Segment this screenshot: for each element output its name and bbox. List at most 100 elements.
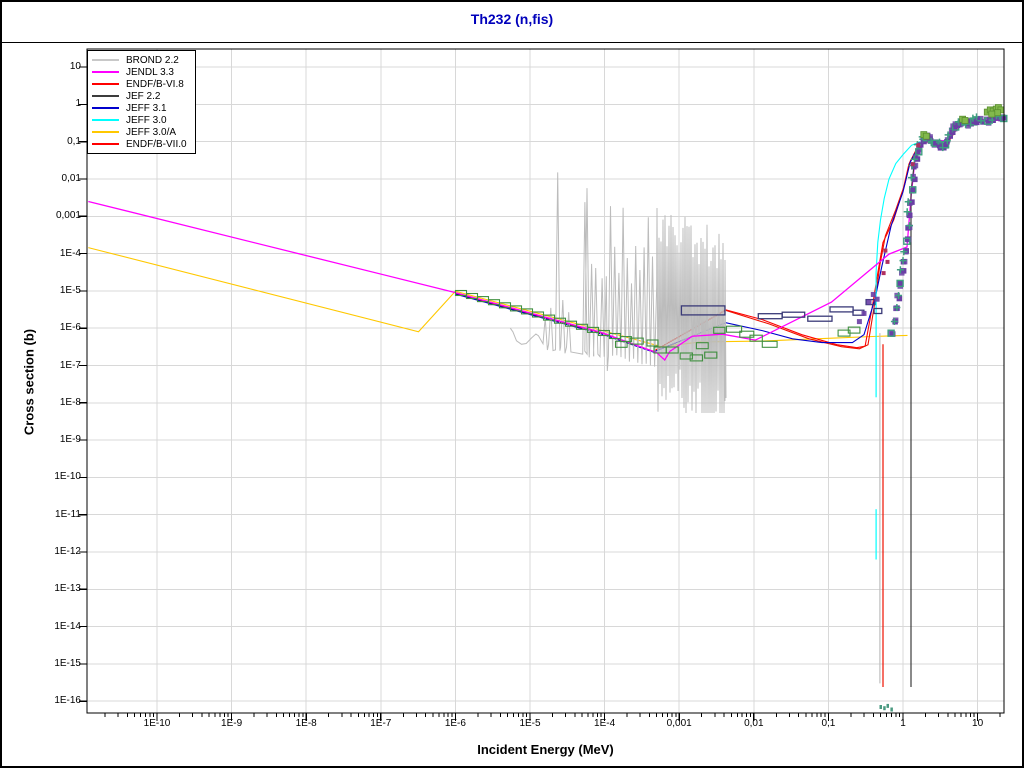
exp-purple-square [870, 292, 876, 297]
y-tick-label: 0,01 [61, 173, 81, 184]
x-tick-label: 10 [972, 718, 984, 729]
exp-purple-square [965, 123, 971, 129]
exp-navy-bar [807, 315, 833, 322]
exp-navy-bar [829, 306, 854, 313]
exp-green-box [725, 325, 743, 333]
legend-label: JEFF 3.0 [126, 114, 167, 126]
exp-purple-square [866, 299, 872, 305]
exp-purple-square [874, 296, 880, 302]
exp-teal-square [903, 237, 911, 245]
exp-purple-square [907, 200, 913, 206]
plot-border [86, 48, 1005, 714]
exp-purple-square [927, 134, 933, 140]
legend-swatch [92, 59, 119, 61]
exp-green-box [689, 354, 704, 362]
exp-purple-square [887, 330, 894, 336]
exp-green-box [520, 308, 534, 315]
legend-item-ENDF/B-VI.8: ENDF/B-VI.8 [92, 78, 187, 90]
exp-purple-square [893, 305, 899, 312]
legend-label: JENDL 3.3 [126, 66, 174, 78]
y-tick-label: 1E-10 [54, 471, 81, 483]
exp-purple-square [980, 119, 986, 125]
exp-teal-cross [943, 137, 951, 145]
exp-purple-square [899, 270, 905, 276]
exp-green-box [665, 346, 679, 354]
exp-purple-square [948, 127, 955, 133]
exp-green-box [465, 292, 479, 300]
exp-green-box [564, 320, 578, 327]
exp-navy-bar [781, 311, 806, 318]
exp-teal-cross [904, 198, 912, 206]
exp-teal-cross [890, 318, 898, 325]
y-tick-label: 1E-14 [54, 620, 81, 632]
legend-swatch [92, 119, 119, 121]
y-tick-label: 1E-11 [55, 508, 81, 520]
x-tick-label: 0,01 [744, 718, 764, 729]
exp-teal-cross [900, 248, 908, 256]
exp-speck [883, 706, 886, 711]
exp-green-box [761, 340, 778, 348]
legend-item-JEF 2.2: JEF 2.2 [92, 90, 187, 102]
y-tick-label: 10 [69, 61, 81, 73]
legend-swatch [92, 131, 119, 133]
x-axis-title: Incident Energy (MeV) [477, 742, 614, 757]
exp-green-box [679, 352, 693, 360]
x-tick-label: 1E-9 [221, 718, 243, 729]
exp-green-box [749, 334, 763, 342]
exp-green-box [646, 339, 659, 347]
legend-swatch [92, 95, 119, 97]
y-tick-label: 1E-5 [59, 284, 81, 296]
exp-green-box [542, 314, 556, 321]
exp-purple-square [909, 188, 915, 194]
x-tick-label: 1E-8 [295, 718, 317, 729]
legend-swatch [92, 83, 119, 85]
legend-label: JEFF 3.1 [126, 102, 167, 114]
exp-crimson-point [910, 162, 915, 167]
exp-speck [879, 705, 882, 709]
y-tick-label: 1E-16 [54, 695, 81, 707]
x-tick-label: 1E-5 [519, 718, 541, 729]
exp-lightgreen-square [988, 110, 996, 118]
exp-purple-square [943, 142, 949, 148]
exp-green-box [487, 299, 501, 306]
legend-label: JEF 2.2 [126, 90, 161, 102]
exp-purple-square [896, 295, 903, 302]
exp-teal-cross [977, 117, 985, 125]
legend-item-ENDF/B-VII.0: ENDF/B-VII.0 [92, 138, 187, 150]
y-tick-label: 0,1 [67, 135, 81, 147]
exp-green-box [713, 326, 726, 334]
exp-teal-cross [895, 292, 902, 299]
exp-purple-square [892, 317, 899, 323]
series-BROND 2.2-resonances [509, 172, 727, 414]
exp-green-box [586, 326, 600, 333]
y-axis-title: Cross section (b) [21, 328, 37, 436]
exp-navy-bar [680, 305, 726, 316]
exp-purple-square [856, 319, 862, 325]
x-tick-label: 0,001 [666, 718, 692, 729]
exp-green-box [847, 326, 861, 334]
exp-purple-square [906, 212, 912, 218]
x-tick-label: 0,1 [821, 718, 836, 729]
legend-item-JEFF 3.0/A: JEFF 3.0/A [92, 126, 187, 138]
exp-purple-square [905, 236, 912, 243]
exp-green-box [575, 323, 589, 330]
chart-title: Th232 (n,fis) [470, 11, 554, 27]
exp-navy-bar [757, 313, 783, 320]
legend-item-JEFF 3.0: JEFF 3.0 [92, 114, 187, 126]
exp-crimson-point [885, 259, 890, 264]
exp-teal-square [909, 186, 917, 194]
exp-teal-cross [906, 222, 913, 230]
exp-teal-square [887, 329, 895, 337]
exp-crimson-point [883, 248, 888, 253]
exp-crimson-point [916, 143, 921, 148]
x-tick-label: 1E-7 [370, 718, 392, 729]
exp-navy-bar [873, 307, 883, 315]
legend-label: BROND 2.2 [126, 54, 179, 66]
exp-green-box [531, 311, 545, 318]
y-tick-label: 1E-13 [54, 583, 81, 595]
y-tick-label: 1E-9 [59, 434, 81, 446]
legend-swatch [92, 71, 119, 73]
exp-green-box [704, 351, 718, 359]
